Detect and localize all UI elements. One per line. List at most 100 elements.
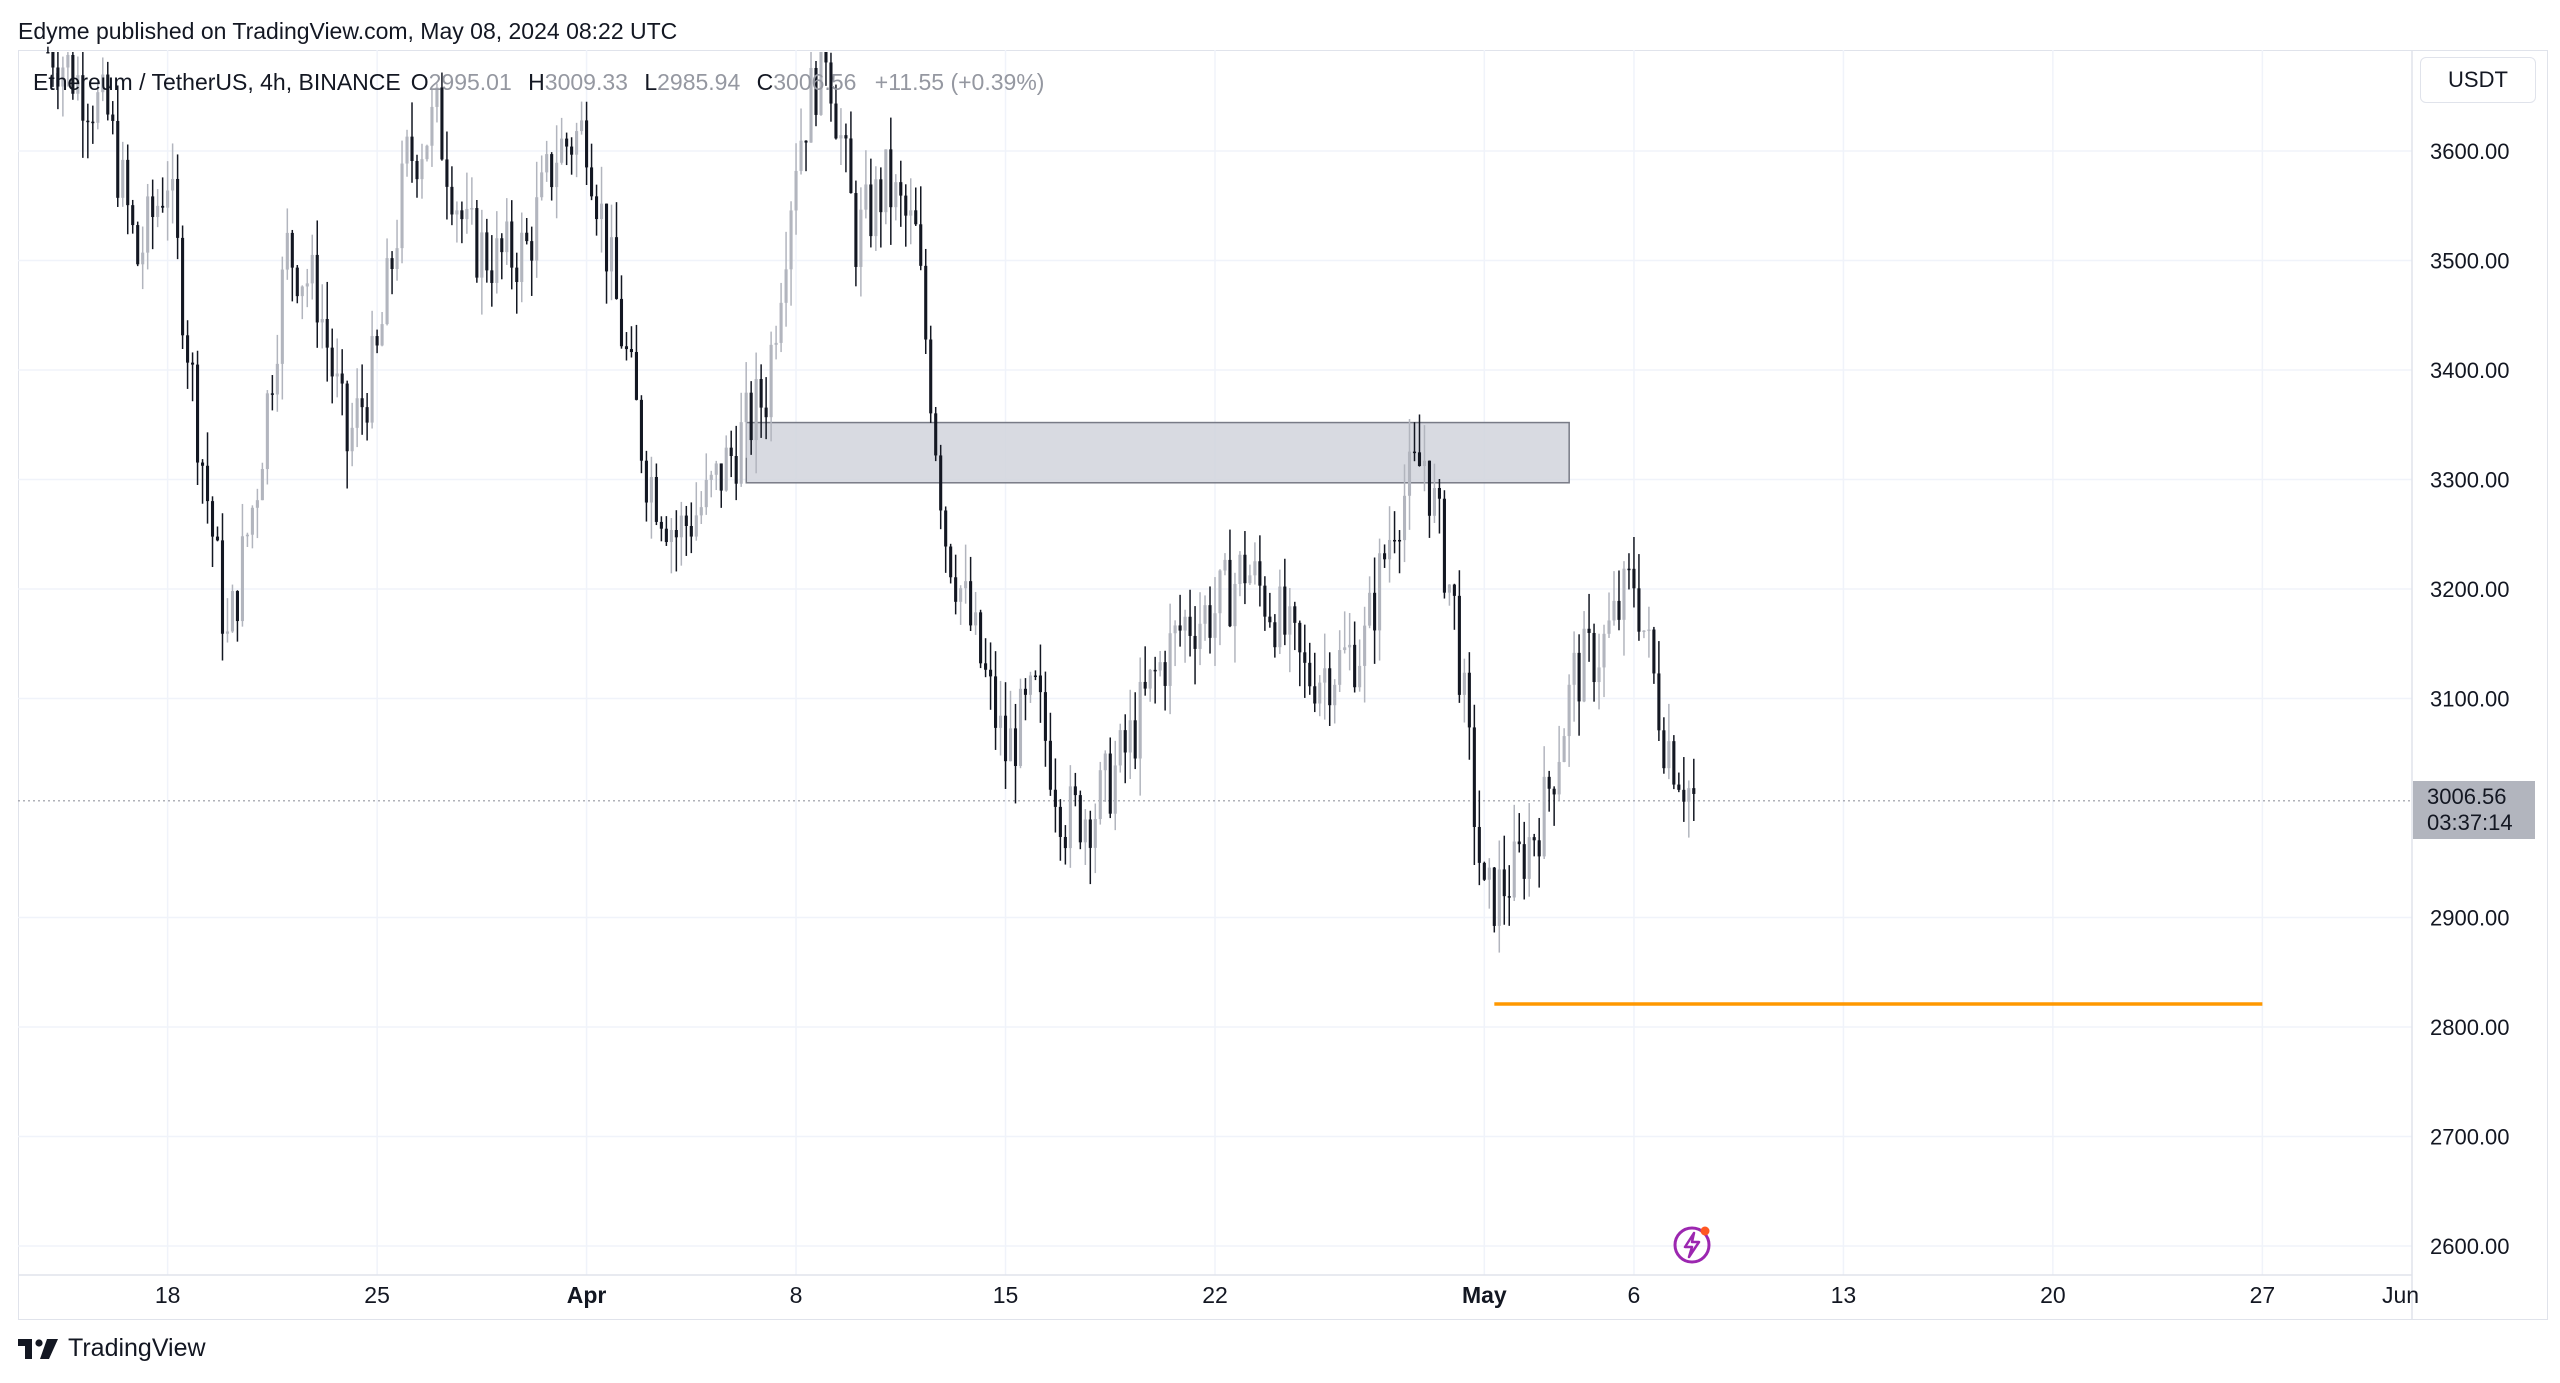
candle-body [714,463,718,475]
candle-body [1068,786,1072,849]
candle-body [1393,539,1397,542]
candle [804,140,808,172]
candle [240,503,244,627]
candle-body [1567,684,1571,737]
candle-body [1682,789,1686,802]
time-axis[interactable]: 18 25 Apr 8 15 22 May 6 13 20 27 Jun [18,1274,2419,1308]
symbol-title[interactable]: Ethereum / TetherUS, 4h, BINANCE [33,69,401,95]
candle [944,506,948,573]
candle [1148,668,1152,702]
time-tick-label: 13 [1831,1282,1857,1308]
candle-body [380,324,384,346]
candle [410,102,414,183]
candle [1218,569,1222,646]
candle [1657,641,1661,741]
candle [969,556,973,632]
candle-body [1178,625,1182,631]
candle-body [1442,498,1446,593]
candle [669,518,673,574]
candle-body [191,362,195,365]
candle-body [1522,844,1526,879]
candle [1388,506,1392,583]
candle-body [654,477,658,522]
candle [784,231,788,327]
candle-body [644,460,648,503]
candle [1158,650,1162,677]
candle-body [969,581,973,626]
candle [1647,606,1651,658]
candle-body [614,237,619,299]
chart-frame[interactable] [18,50,2548,1320]
candle [475,199,479,283]
footer-branding[interactable]: TradingView [18,1334,206,1363]
candle [51,52,55,87]
candle [450,166,454,226]
candle [1163,650,1167,711]
candle [360,364,364,435]
candle-body [575,131,579,155]
candle [1527,803,1531,897]
candle [440,72,444,161]
candle [1363,606,1367,703]
candle [904,184,908,247]
candle-body [330,347,334,377]
candle [1617,570,1621,631]
candle-body [450,186,454,215]
candle-body [1532,837,1536,841]
candle-body [754,379,758,441]
lightning-icon[interactable] [1672,1222,1716,1266]
candle [939,444,943,530]
candle [824,52,828,86]
candle-body [1517,841,1521,845]
candle [1607,592,1611,638]
candle-body [86,120,90,123]
candle [465,172,469,234]
candle-body [1687,788,1691,802]
candle-body [1093,818,1097,848]
resistance-zone[interactable] [745,421,1570,484]
candle [849,111,853,194]
candle [1677,772,1681,793]
candle [998,680,1003,756]
candle-body [1318,682,1322,704]
candle-body [1118,730,1122,766]
candle [1128,689,1132,780]
candle-body [1258,561,1262,586]
candle-body [1622,568,1626,620]
candle-body [1238,554,1242,584]
candle-body [804,140,808,143]
candle-body [1323,668,1327,683]
candle-body [46,52,50,54]
candle-body [1582,628,1586,702]
candle [1457,570,1461,703]
candle [136,221,140,267]
candle [1078,790,1082,850]
candle [570,137,574,175]
candle [1368,576,1372,629]
price-axis[interactable]: 3600.00 3500.00 3400.00 3300.00 3200.00 3100.… [2411,50,2510,1320]
candle [345,380,349,489]
candle [859,187,863,297]
currency-selector[interactable]: USDT [2420,57,2536,103]
candle [1053,758,1057,833]
candle-body [455,210,459,215]
candle-body [874,179,878,237]
open-value: 2995.01 [428,69,512,95]
candle [1637,554,1641,641]
time-tick-label: 20 [2040,1282,2066,1308]
time-tick-label: 6 [1628,1282,1641,1308]
candle [1472,704,1476,865]
candle-body [1373,592,1377,631]
candle [1412,422,1417,462]
candle [275,334,279,412]
candle [879,167,883,248]
candle-body [794,170,798,211]
candle [754,352,758,474]
candle-body [889,149,893,208]
candle-body [604,203,609,272]
candle-body [126,159,130,206]
candle-body [116,120,120,198]
candle [769,331,773,442]
candle [260,462,264,501]
